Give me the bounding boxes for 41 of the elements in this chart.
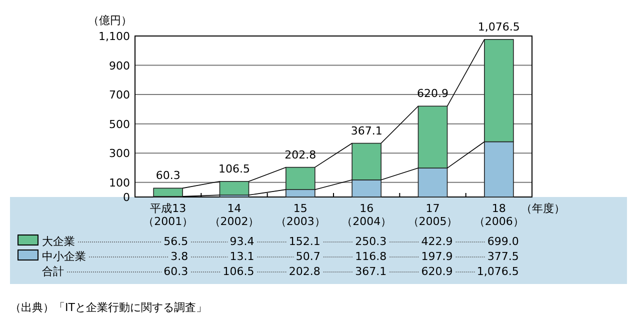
data-label: 152.1 — [288, 235, 320, 248]
ytick: 500 — [109, 118, 130, 131]
x-tick-label: 17 （2005） — [408, 202, 458, 228]
text: 1,076.5 — [476, 265, 519, 278]
x-tick-label: 15 （2003） — [275, 202, 326, 228]
ytick: 1,100 — [98, 30, 130, 43]
data-label: 422.9 — [421, 235, 453, 248]
data-label: 3.8 — [170, 250, 188, 263]
total-label: 106.5 — [218, 162, 250, 176]
text: 620.9 — [421, 265, 453, 278]
x-tick-label: 14 （2002） — [209, 202, 260, 228]
ytick: 100 — [109, 176, 130, 190]
ytick: 0 — [123, 191, 130, 204]
total-label: 60.3 — [156, 169, 180, 182]
data-label: 699.0 — [487, 235, 519, 248]
x-tick-label: 16 （2004） — [342, 202, 392, 228]
data-label: 50.7 — [296, 250, 320, 263]
total-label: 1,076.5 — [478, 20, 520, 34]
data-label: 250.3 — [355, 235, 387, 248]
ytick: 700 — [109, 88, 130, 102]
data-label: 197.9 — [421, 250, 453, 263]
ytick: 300 — [109, 147, 130, 160]
total-label: 202.8 — [284, 148, 316, 162]
text: 106.5 — [222, 265, 254, 278]
text: 202.8 — [288, 265, 320, 278]
text: 60.3 — [164, 265, 188, 278]
legend-label: 中小企業 — [42, 250, 86, 263]
data-label: 116.8 — [355, 250, 387, 263]
x-tick-label: 平成13 （2001） — [143, 202, 194, 228]
text: （出典）「ITと企業行動に関する調査」 — [10, 301, 207, 314]
y-axis-title: （億円） — [88, 14, 132, 27]
ytick: 900 — [109, 59, 130, 72]
legend-label: 大企業 — [42, 235, 75, 248]
text: 合計 — [42, 265, 64, 278]
data-label: 93.4 — [230, 235, 254, 248]
total-label: 620.9 — [417, 87, 448, 100]
data-label: 377.5 — [487, 250, 519, 263]
data-label: 56.5 — [164, 235, 188, 248]
data-label: 13.1 — [230, 250, 254, 263]
text: 367.1 — [355, 265, 387, 278]
total-label: 367.1 — [350, 124, 382, 138]
